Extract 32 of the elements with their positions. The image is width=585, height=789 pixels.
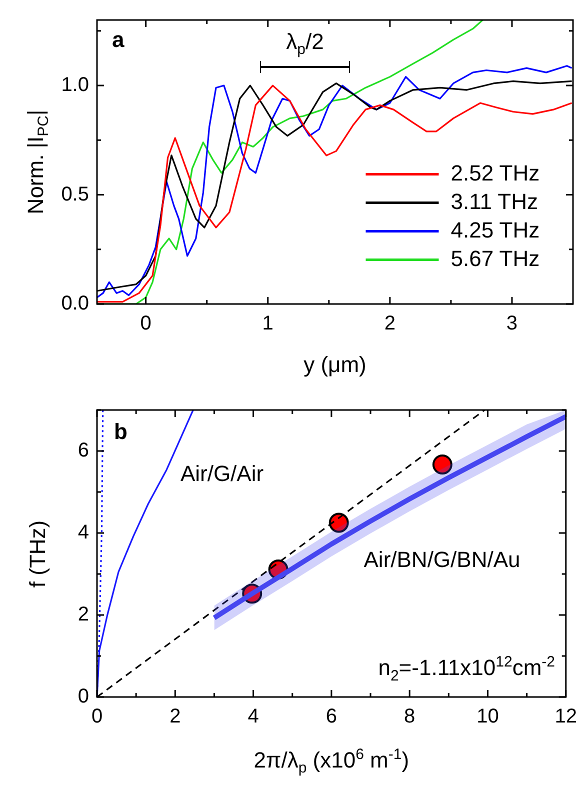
y-tick-label: 2 — [78, 604, 89, 626]
annotation: b — [114, 419, 128, 444]
x-axis-title: y (μm) — [304, 352, 366, 377]
x-axis-title: 2π/λ$_{p}$ (x10$^{6}$ m$^{-1}$) — [254, 746, 410, 777]
y-tick-label: 4 — [78, 522, 89, 544]
annotation: λ$_{p}$/2 — [286, 28, 324, 58]
x-tick-label: 0 — [140, 312, 152, 335]
x-tick-label: 8 — [404, 706, 416, 728]
legend-label: 4.25 THz — [450, 217, 540, 242]
x-tick-label: 1 — [262, 312, 274, 335]
annotation: n$_{2}$=-1.11x10$^{12}$cm$^{-2}$ — [378, 654, 555, 684]
y-tick-label: 0.0 — [61, 292, 89, 315]
x-tick-label: 4 — [248, 706, 259, 728]
x-tick-label: 12 — [554, 706, 577, 728]
legend-label: 5.67 THz — [450, 246, 540, 271]
x-tick-label: 2 — [384, 312, 396, 335]
legend-label: 2.52 THz — [450, 160, 540, 186]
x-tick-label: 3 — [506, 312, 518, 335]
annotation: Air/G/Air — [180, 461, 264, 486]
legend-label: 3.11 THz — [450, 188, 538, 214]
x-tick-label: 6 — [326, 706, 337, 728]
y-tick-label: 0.5 — [61, 183, 89, 206]
y-tick-label: 0 — [78, 686, 89, 708]
x-tick-label: 2 — [170, 706, 181, 728]
point — [328, 512, 349, 533]
y-axis-title: f (THz) — [25, 520, 50, 588]
annotation: a — [112, 27, 124, 52]
y-tick-label: 1.0 — [61, 74, 89, 96]
x-tick-label: 10 — [476, 706, 499, 728]
point — [432, 454, 452, 475]
y-tick-label: 6 — [78, 440, 89, 462]
annotation: Air/BN/G/BN/Au — [364, 547, 520, 572]
